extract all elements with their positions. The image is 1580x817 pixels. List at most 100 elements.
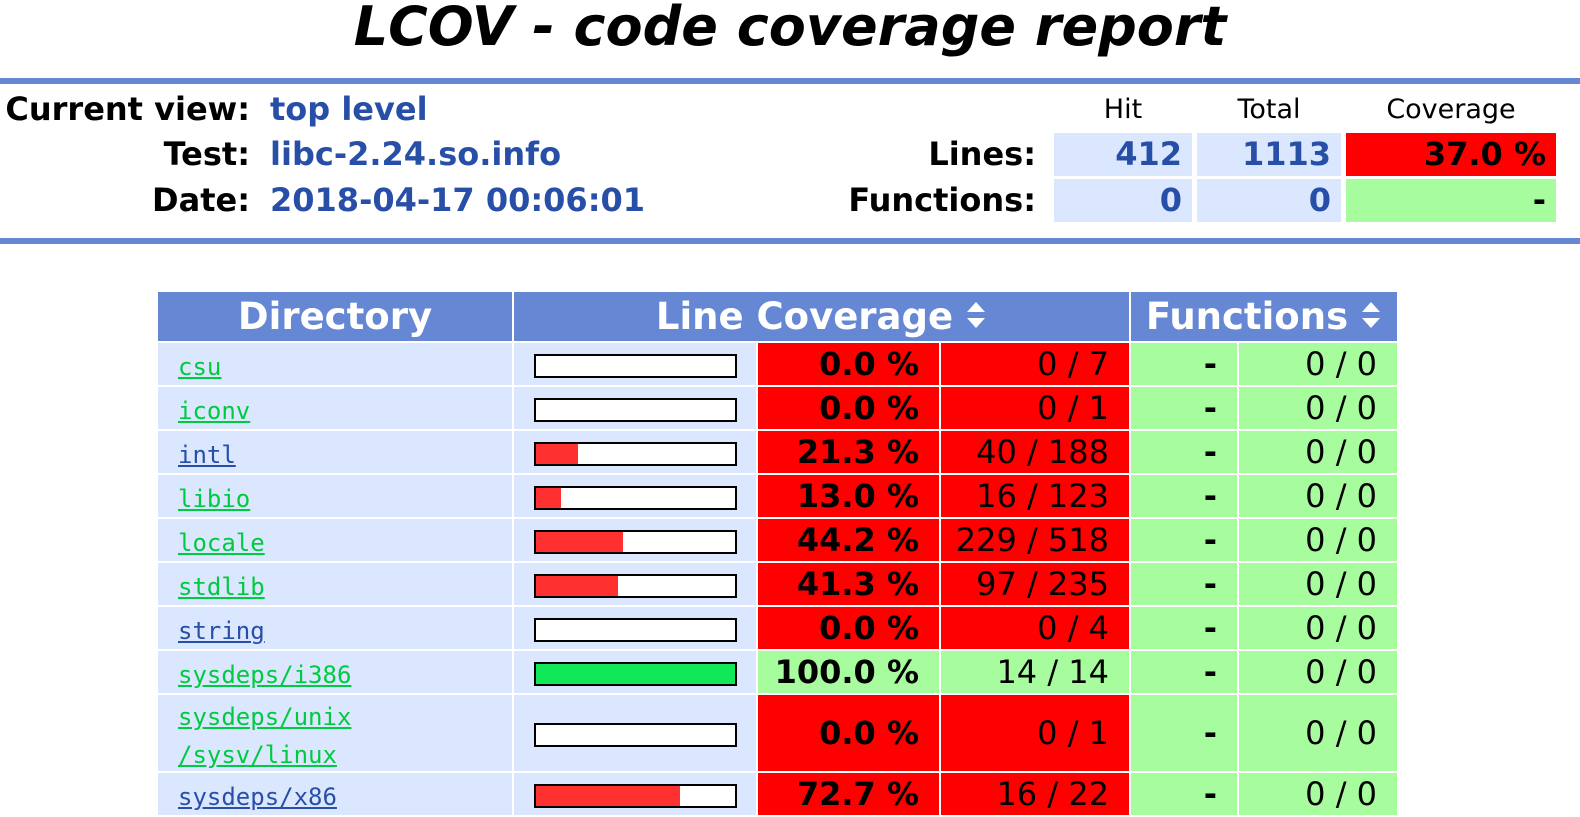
coverage-bar-cell [514, 607, 756, 649]
directory-link[interactable]: locale [178, 529, 265, 557]
line-coverage-percent: 44.2 % [758, 519, 939, 561]
col-functions[interactable]: Functions [1131, 292, 1397, 341]
directory-cell: sysdeps/i386 [158, 651, 512, 693]
directory-link[interactable]: sysdeps/x86 [178, 783, 337, 811]
col-functions-label: Functions [1145, 295, 1349, 338]
summary-col-total: Total [1237, 94, 1301, 125]
coverage-bar-fill [535, 488, 562, 508]
directory-table: Directory Line Coverage Functions csu 0.0… [156, 290, 1399, 817]
coverage-bar-cell [514, 343, 756, 385]
coverage-bar [533, 530, 737, 554]
table-row: sysdeps/i386 100.0 % 14 / 14-0 / 0 [158, 651, 1397, 693]
summary-col-coverage: Coverage [1386, 94, 1516, 125]
line-coverage-count: 14 / 14 [941, 651, 1129, 693]
line-coverage-count: 0 / 1 [941, 695, 1129, 771]
table-row: stdlib 41.3 % 97 / 235-0 / 0 [158, 563, 1397, 605]
function-coverage-count: 0 / 0 [1239, 563, 1397, 605]
directory-cell: intl [158, 431, 512, 473]
date-value: 2018-04-17 00:06:01 [270, 181, 646, 219]
directory-link[interactable]: iconv [178, 397, 251, 425]
line-coverage-count: 229 / 518 [941, 519, 1129, 561]
directory-cell: stdlib [158, 563, 512, 605]
function-coverage-percent: - [1131, 651, 1237, 693]
directory-link[interactable]: libio [178, 485, 251, 513]
coverage-bar [533, 398, 737, 422]
lines-coverage: 37.0 % [1346, 133, 1556, 176]
coverage-bar-cell [514, 651, 756, 693]
coverage-bar-fill [535, 576, 618, 596]
functions-total: 0 [1197, 179, 1341, 222]
table-row: libio 13.0 % 16 / 123-0 / 0 [158, 475, 1397, 517]
coverage-bar [533, 354, 737, 378]
functions-hit: 0 [1054, 179, 1192, 222]
coverage-bar [533, 618, 737, 642]
coverage-bar-cell [514, 695, 756, 771]
directory-cell: locale [158, 519, 512, 561]
directory-link[interactable]: intl [178, 441, 236, 469]
directory-link[interactable]: csu [178, 353, 222, 381]
date-label: Date: [152, 181, 250, 219]
coverage-bar-fill [535, 444, 578, 464]
line-coverage-count: 0 / 4 [941, 607, 1129, 649]
col-line-coverage[interactable]: Line Coverage [514, 292, 1129, 341]
line-coverage-count: 16 / 22 [941, 773, 1129, 815]
table-row: locale 44.2 % 229 / 518-0 / 0 [158, 519, 1397, 561]
table-row: string 0.0 % 0 / 4-0 / 0 [158, 607, 1397, 649]
header-ruler-top [0, 78, 1580, 84]
coverage-bar-cell [514, 773, 756, 815]
line-coverage-percent: 13.0 % [758, 475, 939, 517]
directory-cell: iconv [158, 387, 512, 429]
test-label: Test: [163, 135, 250, 173]
directory-cell: libio [158, 475, 512, 517]
line-coverage-count: 40 / 188 [941, 431, 1129, 473]
line-coverage-percent: 21.3 % [758, 431, 939, 473]
function-coverage-percent: - [1131, 607, 1237, 649]
line-coverage-percent: 0.0 % [758, 607, 939, 649]
line-coverage-count: 0 / 1 [941, 387, 1129, 429]
coverage-bar-cell [514, 387, 756, 429]
function-coverage-percent: - [1131, 563, 1237, 605]
current-view-label: Current view: [5, 90, 250, 128]
header-ruler-bottom [0, 238, 1580, 244]
directory-link[interactable]: string [178, 617, 265, 645]
function-coverage-count: 0 / 0 [1239, 695, 1397, 771]
directory-link[interactable]: stdlib [178, 573, 265, 601]
col-directory-label: Directory [237, 295, 433, 338]
coverage-bar [533, 574, 737, 598]
function-coverage-count: 0 / 0 [1239, 773, 1397, 815]
function-coverage-count: 0 / 0 [1239, 431, 1397, 473]
col-directory: Directory [158, 292, 512, 341]
directory-cell: csu [158, 343, 512, 385]
directory-link-line1: sysdeps/unix [178, 703, 352, 731]
line-coverage-count: 0 / 7 [941, 343, 1129, 385]
coverage-bar [533, 442, 737, 466]
function-coverage-percent: - [1131, 387, 1237, 429]
coverage-bar-cell [514, 431, 756, 473]
table-header-row: Directory Line Coverage Functions [158, 292, 1397, 341]
function-coverage-count: 0 / 0 [1239, 475, 1397, 517]
functions-coverage: - [1346, 179, 1556, 222]
function-coverage-percent: - [1131, 519, 1237, 561]
directory-cell: sysdeps/unix/sysv/linux [158, 695, 512, 771]
sort-updown-icon[interactable] [1360, 300, 1382, 330]
function-coverage-count: 0 / 0 [1239, 651, 1397, 693]
directory-link[interactable]: sysdeps/unix/sysv/linux [178, 703, 351, 769]
table-row: iconv 0.0 % 0 / 1-0 / 0 [158, 387, 1397, 429]
directory-cell: string [158, 607, 512, 649]
page-title: LCOV - code coverage report [353, 0, 1227, 58]
coverage-bar [533, 723, 737, 747]
function-coverage-percent: - [1131, 431, 1237, 473]
coverage-bar-cell [514, 519, 756, 561]
summary-col-hit: Hit [1103, 94, 1143, 125]
functions-label: Functions: [848, 181, 1036, 219]
directory-link-line2: /sysv/linux [178, 741, 337, 769]
sort-updown-icon[interactable] [965, 300, 987, 330]
coverage-bar-cell [514, 563, 756, 605]
lines-hit: 412 [1054, 133, 1192, 176]
directory-link[interactable]: sysdeps/i386 [178, 661, 352, 689]
table-row: sysdeps/unix/sysv/linux 0.0 % 0 / 1-0 / 0 [158, 695, 1397, 771]
function-coverage-percent: - [1131, 773, 1237, 815]
coverage-bar-fill [535, 664, 735, 684]
table-row: intl 21.3 % 40 / 188-0 / 0 [158, 431, 1397, 473]
function-coverage-count: 0 / 0 [1239, 519, 1397, 561]
